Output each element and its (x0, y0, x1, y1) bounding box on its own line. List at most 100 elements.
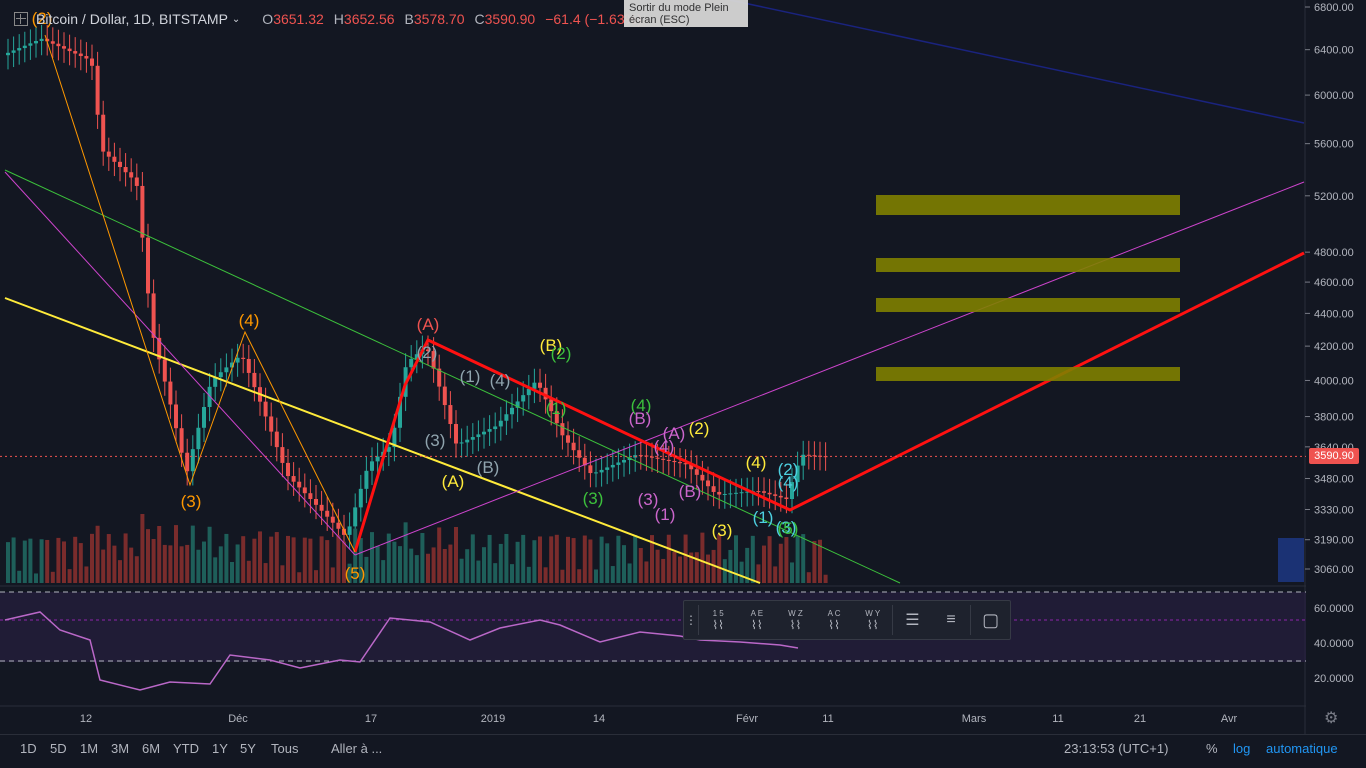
candle-body (616, 462, 621, 465)
elliott-impulse-button[interactable]: 1 5 ⌇⌇ (699, 601, 738, 639)
time-tick-label: 14 (593, 713, 605, 725)
volume-bar (459, 558, 464, 583)
volume-bar (258, 531, 262, 583)
elliott-correction-button[interactable]: A E ⌇⌇ (738, 601, 777, 639)
candle-body (386, 447, 391, 452)
bottom-toolbar: 1D 5D 1M 3M 6M YTD 1Y 5Y Tous Aller à ..… (0, 734, 1366, 768)
elliott-triangle-button[interactable]: W Z ⌇⌇ (776, 601, 815, 639)
price-tick-label: 3480.00 (1314, 473, 1354, 485)
timeframe-3m[interactable]: 3M (111, 741, 130, 756)
line-style-icon[interactable]: ☰ (905, 612, 920, 629)
candle-body (129, 172, 134, 178)
candle-body (330, 516, 335, 523)
chevron-down-icon[interactable]: ⌄ (231, 13, 241, 25)
candle-body (683, 463, 688, 465)
wave-label: (4) (631, 396, 652, 415)
candle-body (134, 177, 139, 186)
timeframe-6m[interactable]: 6M (142, 741, 161, 756)
timeframe-5d[interactable]: 5D (50, 741, 67, 756)
elliott-double-button[interactable]: A C ⌇⌇ (815, 601, 854, 639)
tooltip-line-1: Sortir du mode Plein (629, 2, 729, 14)
candle-body (218, 372, 223, 378)
candle-body (252, 372, 257, 388)
candle-body (521, 395, 526, 402)
candle-body (112, 156, 117, 162)
candle-body (106, 151, 111, 157)
wave-label: (2) (417, 343, 438, 362)
timeframe-1m[interactable]: 1M (80, 741, 99, 756)
auto-scale-toggle[interactable]: automatique (1266, 741, 1338, 756)
volume-bar (246, 560, 251, 583)
candle-body (638, 455, 643, 457)
candle-body (207, 386, 212, 407)
volume-bar (683, 534, 688, 583)
volume-bar (151, 539, 156, 583)
timeframe-ytd[interactable]: YTD (173, 741, 199, 756)
candle-body (308, 493, 313, 499)
volume-bar (571, 538, 576, 583)
volume-bar (392, 541, 397, 583)
wave-icon: ⌇⌇ (712, 617, 725, 632)
volume-bar (358, 538, 363, 583)
volume-bar (398, 546, 402, 583)
wave-label: (4) (654, 437, 675, 456)
volume-bar (11, 537, 16, 583)
goto-date-button[interactable]: Aller à ... (331, 741, 383, 756)
candle-body (700, 474, 705, 481)
line-width-icon[interactable]: ≡ (946, 611, 956, 628)
wave-label: (1) (753, 508, 774, 527)
timeframe-5y[interactable]: 5Y (240, 741, 256, 756)
candle-body (722, 493, 727, 495)
candle-body (806, 454, 811, 456)
price-tick-label: 4600.00 (1314, 277, 1354, 289)
time-tick-label: Avr (1221, 713, 1238, 725)
low-value: 3578.70 (413, 11, 465, 27)
timeframe-1y[interactable]: 1Y (212, 741, 228, 756)
volume-bar (106, 534, 111, 583)
volume-bar (185, 544, 190, 583)
gear-icon[interactable]: ⚙ (1324, 710, 1339, 727)
percent-toggle[interactable]: % (1206, 741, 1218, 756)
candle-body (476, 434, 481, 438)
clock[interactable]: 23:13:53 (UTC+1) (1064, 741, 1169, 756)
blue-marker (1278, 538, 1304, 582)
candle-body (437, 368, 442, 387)
time-tick-label: 11 (1052, 713, 1063, 725)
elliott-triple-button[interactable]: W Y ⌇⌇ (853, 601, 892, 639)
volume-bar (252, 538, 257, 583)
price-tick-label: 6000.00 (1314, 90, 1354, 102)
volume-bar (521, 534, 526, 583)
timeframe-1d[interactable]: 1D (20, 741, 37, 756)
volume-bar (498, 543, 503, 583)
candle-body (448, 405, 453, 425)
candle-body (728, 493, 733, 495)
compare-symbol-icon[interactable] (14, 12, 28, 26)
time-tick-label: 12 (80, 713, 92, 725)
candle-body (286, 462, 290, 477)
symbol-title[interactable]: Bitcoin / Dollar, 1D, BITSTAMP (36, 11, 228, 27)
drawing-toolbar: ⋮ 1 5 ⌇⌇ A E ⌇⌇ W Z ⌇⌇ A C ⌇⌇ W Y ⌇⌇ ☰ ≡ ▢ (683, 600, 1011, 640)
price-chart[interactable]: 6800.00 6400.00 6000.00 5600.00 5200.00 4800.… (0, 0, 1366, 734)
log-toggle[interactable]: log (1233, 741, 1251, 756)
candle-body (549, 399, 554, 412)
volume-bar (504, 533, 509, 583)
volume-bar (622, 545, 626, 583)
volume-bar (588, 539, 593, 583)
candle-body (773, 494, 778, 496)
candle-body (168, 381, 173, 405)
candle-body (622, 460, 626, 463)
candle-body (711, 486, 716, 492)
candle-body (50, 41, 55, 44)
drag-handle-icon[interactable]: ⋮ (684, 613, 697, 627)
settings-frame-icon[interactable]: ▢ (982, 609, 1000, 630)
volume-bar (403, 522, 408, 583)
volume-bar (560, 569, 565, 583)
volume-bar (689, 552, 694, 583)
price-tick-label: 3330.00 (1314, 504, 1354, 516)
timeframe-all[interactable]: Tous (271, 741, 299, 756)
wave-label: (2) (32, 9, 53, 28)
candle-body (661, 458, 666, 460)
volume-bar (319, 536, 324, 583)
candle-body (392, 427, 397, 448)
candle-body (739, 492, 744, 494)
